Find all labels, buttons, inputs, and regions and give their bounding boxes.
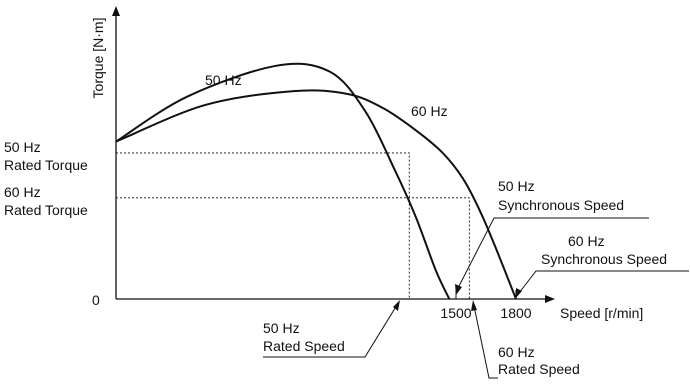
- sync-speed-50hz-leader: [457, 217, 649, 289]
- sync-speed-60hz-arrowhead: [516, 288, 522, 298]
- x-tick-label-1800: 1800: [500, 305, 531, 321]
- sync-speed-50hz-arrowhead: [455, 284, 462, 295]
- torque-curve-60hz: [115, 89, 517, 300]
- x-axis-label: Speed [r/min]: [560, 305, 643, 321]
- rated-torque-60hz-label: 60 Hz Rated Torque: [4, 184, 88, 218]
- rated-speed-50hz-label: 50 Hz Rated Speed: [263, 320, 345, 354]
- y-axis-label: Torque [N·m]: [90, 18, 106, 99]
- rated-speed-60hz-label: 60 Hz Rated Speed: [498, 344, 580, 377]
- rated-speed-60hz-arrowhead: [471, 300, 477, 311]
- sync-speed-60hz-label: 60 Hz Synchronous Speed: [541, 233, 667, 267]
- series-label-60hz: 60 Hz: [411, 103, 448, 119]
- sync-speed-50hz-label: 50 Hz Synchronous Speed: [498, 178, 624, 213]
- rated-speed-60hz-leader: [473, 305, 498, 379]
- rated-speed-50hz-arrowhead: [393, 300, 400, 311]
- y-axis-arrowhead: [112, 6, 120, 16]
- x-tick-label-1500: 1500: [440, 305, 471, 321]
- rated-point-50hz-guide: [116, 152, 410, 299]
- torque-curve-50hz: [115, 62, 451, 300]
- x-axis-arrowhead: [545, 295, 555, 303]
- rated-torque-50hz-label: 50 Hz Rated Torque: [4, 139, 88, 173]
- y-tick-label-0: 0: [92, 292, 100, 308]
- rated-speed-50hz-leader: [263, 304, 398, 358]
- series-label-50hz: 50 Hz: [205, 72, 242, 88]
- rated-point-60hz-guide: [116, 197, 470, 299]
- sync-speed-60hz-leader: [518, 270, 689, 294]
